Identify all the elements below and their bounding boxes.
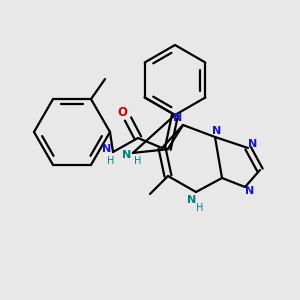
Text: H: H	[134, 156, 142, 166]
Text: N: N	[173, 113, 183, 123]
Text: N: N	[188, 195, 196, 205]
Text: H: H	[196, 203, 204, 213]
Text: N: N	[102, 144, 112, 154]
Text: N: N	[248, 139, 258, 149]
Text: N: N	[245, 186, 255, 196]
Text: H: H	[107, 156, 115, 166]
Text: N: N	[212, 126, 222, 136]
Text: O: O	[117, 106, 127, 118]
Text: N: N	[122, 150, 131, 160]
